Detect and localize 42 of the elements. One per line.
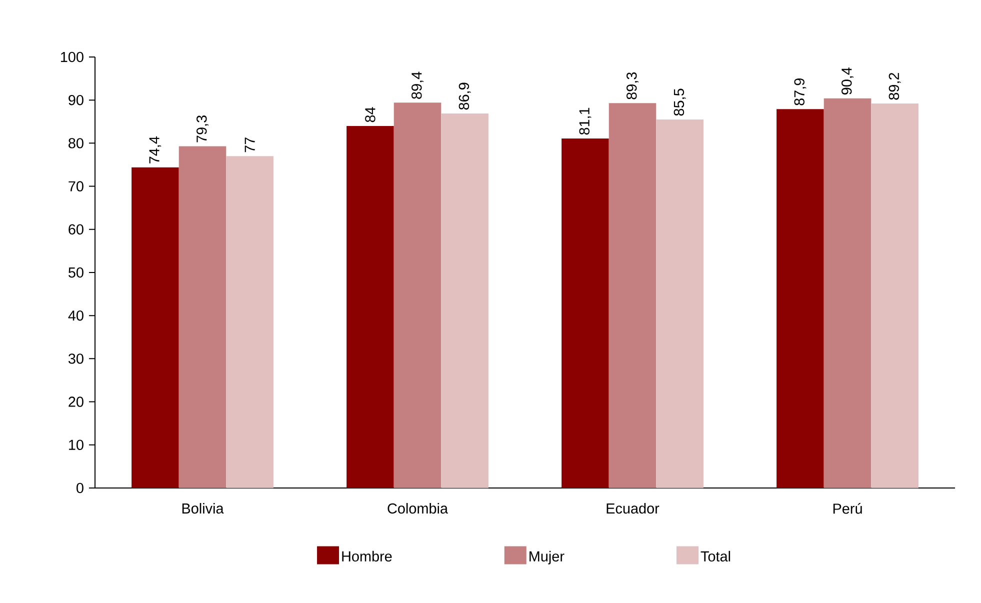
data-label: 85,5 <box>674 88 686 116</box>
data-label: 87,9 <box>794 78 806 106</box>
data-label: 89,3 <box>626 72 638 100</box>
data-label: 89,2 <box>888 72 901 100</box>
x-tick-label: Ecuador <box>606 503 660 514</box>
bar <box>776 109 824 488</box>
bar <box>824 98 872 488</box>
bar <box>226 156 274 488</box>
bar <box>562 138 609 488</box>
data-label: 79,3 <box>196 116 208 142</box>
y-tick-label: 100 <box>60 52 84 62</box>
bar <box>346 126 394 488</box>
y-tick-label: 40 <box>68 310 84 321</box>
y-tick-label: 90 <box>68 94 84 106</box>
bar <box>656 119 704 488</box>
x-tick-label: Colombia <box>388 503 448 514</box>
bar <box>608 103 656 488</box>
data-label: 74,4 <box>149 136 162 164</box>
y-tick-label: 20 <box>68 396 84 407</box>
bar <box>132 167 179 488</box>
y-tick-label: 0 <box>76 482 84 494</box>
y-tick-label: 70 <box>68 181 84 192</box>
bar <box>441 113 488 488</box>
data-label: 81,1 <box>579 108 592 135</box>
bar <box>394 102 442 488</box>
legend-label: Hombre <box>342 550 392 562</box>
data-label: 84 <box>365 107 376 122</box>
y-tick-label: 30 <box>68 354 84 364</box>
y-tick-label: 80 <box>68 138 84 148</box>
legend-label: Total <box>700 550 730 562</box>
bar <box>871 104 918 488</box>
y-tick-label: 10 <box>69 440 84 450</box>
data-label: 86,9 <box>458 82 471 110</box>
data-label: 90,4 <box>842 67 854 94</box>
data-label: 89,4 <box>412 72 424 99</box>
x-tick-label: Perú <box>833 502 862 514</box>
data-label: 77 <box>244 138 255 152</box>
y-tick-label: 60 <box>68 224 84 234</box>
bar <box>178 146 226 488</box>
legend-label: Mujer <box>530 550 564 564</box>
x-tick-label: Bolivia <box>182 503 224 514</box>
y-tick-label: 50 <box>68 267 84 278</box>
